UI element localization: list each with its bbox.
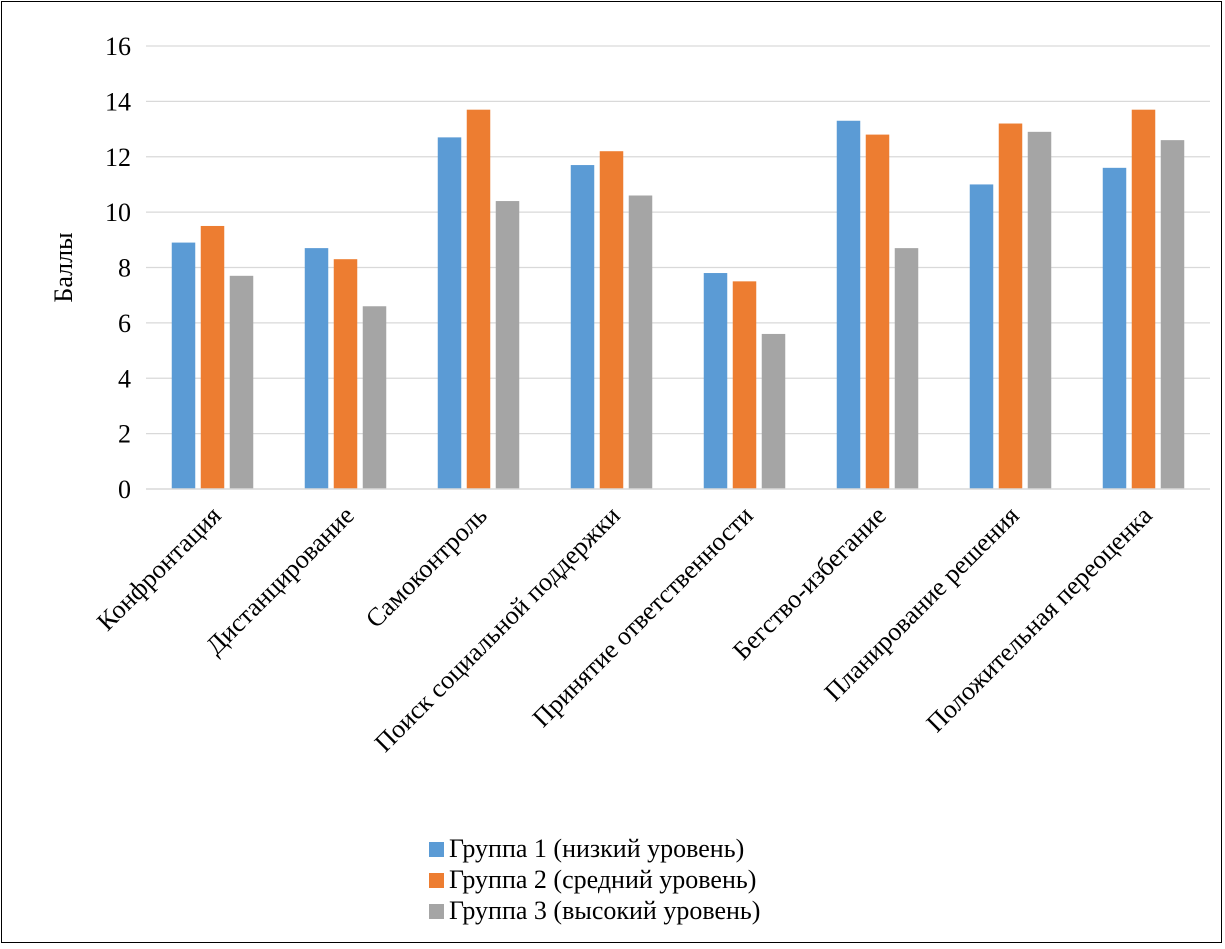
- y-tick-label: 4: [118, 364, 131, 393]
- x-tick-label: Принятие ответственности: [527, 501, 759, 733]
- bar: [732, 281, 757, 489]
- legend-swatch: [429, 842, 444, 857]
- bar: [333, 259, 358, 489]
- y-tick-label: 14: [105, 87, 131, 116]
- bar: [437, 137, 462, 489]
- bar: [599, 151, 624, 489]
- bar: [304, 248, 329, 489]
- legend: Группа 1 (низкий уровень)Группа 2 (средн…: [429, 834, 760, 925]
- bar: [836, 120, 861, 489]
- bar: [362, 306, 387, 489]
- bar: [466, 109, 491, 490]
- x-tick-label: Поиск социальной поддержки: [369, 501, 626, 758]
- bar: [570, 165, 595, 489]
- bar: [1160, 140, 1185, 489]
- bar: [1131, 109, 1156, 490]
- bar: [200, 225, 225, 489]
- y-axis-label: Баллы: [49, 232, 78, 302]
- bar: [229, 275, 254, 489]
- y-tick-label: 2: [118, 420, 131, 449]
- legend-label: Группа 2 (средний уровень): [449, 865, 756, 894]
- bar: [1102, 167, 1127, 489]
- bar: [761, 333, 786, 489]
- bar: [703, 273, 728, 489]
- y-tick-label: 8: [118, 254, 131, 283]
- x-tick-label: Положительная переоценка: [921, 500, 1159, 738]
- y-tick-label: 16: [105, 32, 131, 61]
- bar: [969, 184, 994, 489]
- x-tick-label: Дистанцирование: [200, 501, 360, 661]
- bars: [171, 109, 1185, 490]
- bar: [894, 248, 919, 489]
- x-tick-label: Конфронтация: [91, 501, 227, 637]
- bar: [998, 123, 1023, 490]
- bar: [495, 201, 520, 490]
- y-tick-label: 6: [118, 309, 131, 338]
- y-tick-label: 12: [105, 143, 131, 172]
- bar: [865, 134, 890, 489]
- y-tick-label: 10: [105, 198, 131, 227]
- bar: [171, 242, 196, 489]
- bar: [628, 195, 653, 489]
- legend-label: Группа 3 (высокий уровень): [449, 896, 760, 925]
- x-tick-label: Самоконтроль: [360, 501, 493, 634]
- legend-swatch: [429, 873, 444, 888]
- legend-label: Группа 1 (низкий уровень): [449, 834, 744, 863]
- legend-swatch: [429, 904, 444, 919]
- bar: [1027, 131, 1052, 490]
- y-tick-label: 0: [118, 475, 131, 504]
